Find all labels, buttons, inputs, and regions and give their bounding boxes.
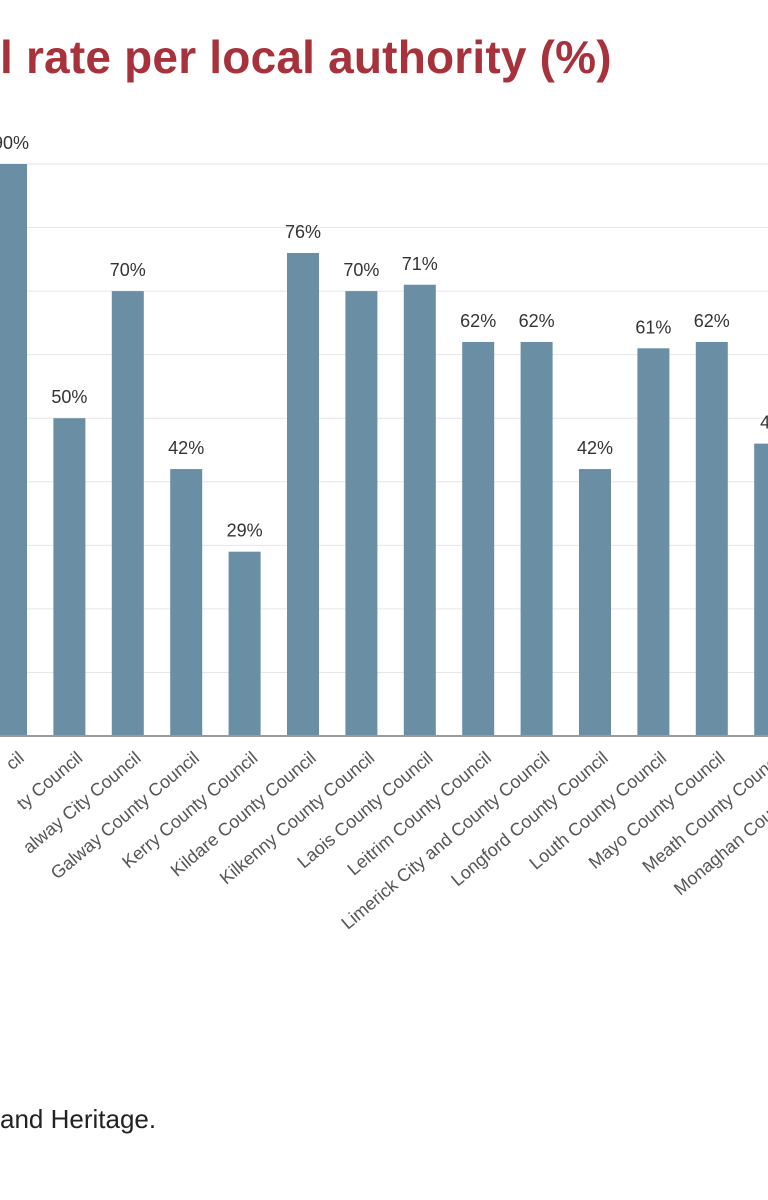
value-labels: 90% 50% 70% 42% 29% 76% 70% 71% 62% 62% 42% 61% 62% 4… [0,133,768,541]
category-label: Limerick City and County Council [337,748,553,934]
bar-value-label: 71% [402,254,438,274]
bar-value-label: 42% [168,438,204,458]
category-label: cil [2,748,28,774]
bar-value-label: 62% [694,311,730,331]
chart-title: l rate per local authority (%) [0,31,612,83]
bar [345,291,378,736]
bar [579,469,611,736]
bar [754,443,768,736]
bars [0,164,768,736]
bar [520,341,553,736]
bar-value-label: 42% [577,438,613,458]
bar-value-label: 70% [110,260,146,280]
bar-value-label: 29% [227,521,263,541]
bar [287,252,319,736]
bar [0,164,27,736]
bar [637,348,670,736]
bar [695,341,728,736]
bar-value-label: 62% [460,311,496,331]
bar-value-label: 76% [285,222,321,242]
bar-value-label: 70% [343,260,379,280]
source-note: and Heritage. [0,1104,157,1134]
bar-value-label: 62% [519,311,555,331]
bar-value-label: 46 [760,413,768,433]
bar-value-label: 61% [635,317,671,337]
bar [170,469,203,736]
bar [111,291,144,736]
bar [462,341,495,736]
bar [403,284,436,736]
bar [228,551,261,736]
bar-value-label: 90% [0,133,29,153]
bar [53,418,86,736]
bar-value-label: 50% [51,387,87,407]
